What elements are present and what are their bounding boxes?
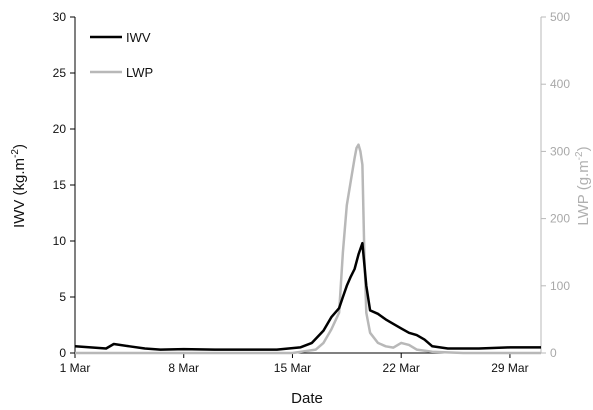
x-tick-label: 29 Mar xyxy=(491,361,528,375)
right-axis-title-sup: -2 xyxy=(574,151,585,160)
right-axis-title-tail: ) xyxy=(575,146,592,151)
left-axis-title-sup: -2 xyxy=(10,149,21,158)
right-tick-label: 0 xyxy=(550,346,557,360)
left-axis-title: IWV (kg.m-2) xyxy=(10,144,28,228)
left-axis-title-main: IWV (kg.m xyxy=(11,158,28,228)
left-tick-label: 20 xyxy=(53,122,67,136)
x-axis-title: Date xyxy=(291,390,323,407)
legend: IWV LWP xyxy=(90,30,153,80)
lwp-series-line xyxy=(75,143,541,355)
right-tick-label: 500 xyxy=(550,10,570,24)
x-tick-label: 22 Mar xyxy=(383,361,420,375)
left-tick-label: 0 xyxy=(59,346,66,360)
x-axis-ticks: 1 Mar 8 Mar 15 Mar 22 Mar 29 Mar xyxy=(60,353,529,375)
left-tick-label: 15 xyxy=(53,178,67,192)
x-tick-label: 15 Mar xyxy=(274,361,311,375)
right-axis-ticks: 0 100 200 300 400 500 xyxy=(541,10,570,360)
left-tick-label: 30 xyxy=(53,10,67,24)
right-axis-title: LWP (g.m-2) xyxy=(574,146,592,225)
iwv-series-line xyxy=(74,241,541,351)
left-tick-label: 5 xyxy=(59,290,66,304)
right-tick-label: 200 xyxy=(550,212,570,226)
right-tick-label: 400 xyxy=(550,77,570,91)
x-tick-label: 1 Mar xyxy=(60,361,91,375)
left-tick-label: 25 xyxy=(53,66,67,80)
right-tick-label: 300 xyxy=(550,144,570,158)
right-tick-label: 100 xyxy=(550,279,570,293)
legend-lwp-label: LWP xyxy=(126,65,153,80)
left-axis-ticks: 0 5 10 15 20 25 30 xyxy=(53,10,75,360)
legend-iwv-label: IWV xyxy=(126,30,151,45)
x-tick-label: 8 Mar xyxy=(168,361,199,375)
left-axis-title-tail: ) xyxy=(11,144,28,149)
right-axis-title-main: LWP (g.m xyxy=(575,160,592,225)
left-tick-label: 10 xyxy=(53,234,67,248)
